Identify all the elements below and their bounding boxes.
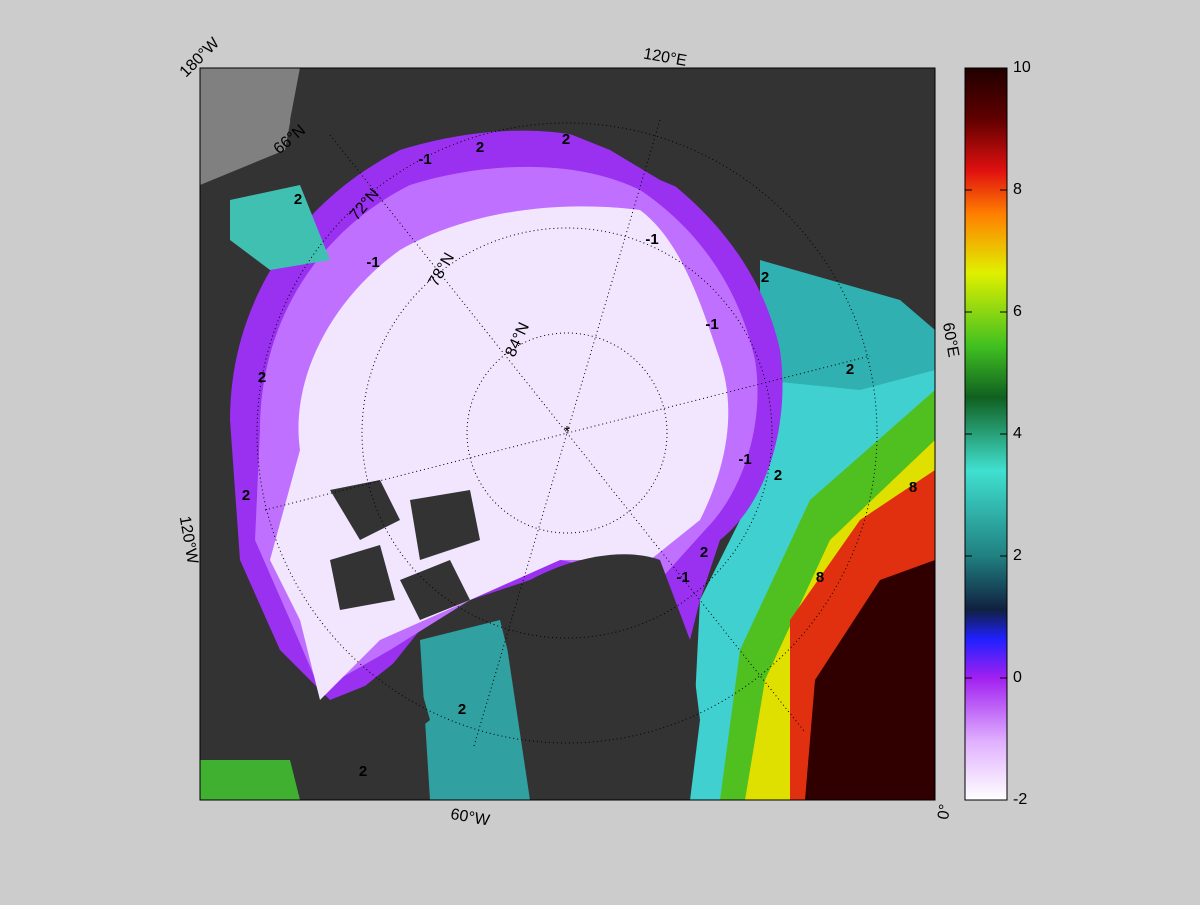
map-frame — [199, 67, 936, 801]
colorbar-tick-label: -2 — [1013, 791, 1027, 808]
longitude-label: 60°E — [939, 321, 962, 358]
greenland — [500, 554, 700, 800]
colorbar-tick-label: 6 — [1013, 303, 1022, 320]
contour-label: 2 — [294, 191, 302, 208]
pole: * — [564, 424, 570, 441]
baffin-bay — [420, 620, 530, 800]
contour-label: 2 — [846, 361, 854, 378]
longitude-label: 120°E — [642, 46, 688, 70]
contour-label: -1 — [676, 569, 689, 586]
contour-label: -1 — [738, 451, 751, 468]
colorbar-tick-label: 10 — [1013, 59, 1031, 76]
contour-label: 2 — [359, 763, 367, 780]
graticule — [256, 119, 878, 747]
contour-label: 2 — [562, 131, 570, 148]
eurasia — [290, 68, 935, 250]
colorbar-tick-label: 2 — [1013, 547, 1022, 564]
contour-label: 2 — [700, 544, 708, 561]
colorbar-tick-label: 8 — [1013, 181, 1022, 198]
contour-label: 8 — [816, 569, 824, 586]
colorbar-tick-label: 0 — [1013, 669, 1022, 686]
archipelago — [330, 480, 480, 760]
colorbar-tick-label: 4 — [1013, 425, 1022, 442]
contour-label: -1 — [366, 254, 379, 271]
map: * — [200, 68, 935, 800]
atlantic-hottest — [805, 560, 935, 800]
contour-label: -1 — [418, 151, 431, 168]
longitude-label: 0° — [935, 803, 954, 821]
beaufort-sea — [230, 185, 330, 270]
contour-label: 2 — [476, 139, 484, 156]
no-data — [200, 68, 300, 185]
contour-label: -1 — [645, 231, 658, 248]
contour-label: 2 — [761, 269, 769, 286]
longitude-label: 120°W — [176, 515, 201, 566]
contour-label: -1 — [705, 316, 718, 333]
contour-label: 2 — [458, 701, 466, 718]
longitude-label: 60°W — [449, 806, 492, 830]
contour-label: 8 — [909, 479, 917, 496]
contour-label: 2 — [242, 487, 250, 504]
contour-label: 2 — [774, 467, 782, 484]
hudson-bay — [200, 760, 300, 800]
contour-label: 2 — [258, 369, 266, 386]
